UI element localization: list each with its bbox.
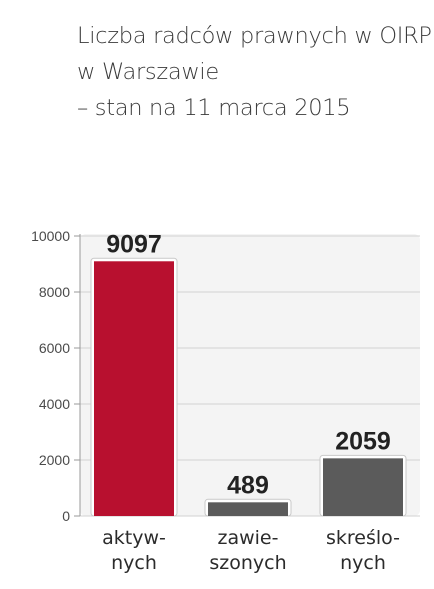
bar-value-label: 9097 (106, 230, 162, 258)
x-axis-category-label: nych (340, 552, 386, 574)
y-axis-tick-label: 4000 (39, 396, 70, 412)
x-axis-category-label: aktyw- (102, 527, 166, 549)
y-axis-tick-label: 0 (62, 508, 70, 524)
y-axis-tick-label: 8000 (39, 284, 70, 300)
bar (323, 458, 403, 516)
x-axis-category-label: szonych (209, 552, 286, 574)
y-axis-tick-label: 2000 (39, 452, 70, 468)
chart-title-line-3: – stan na 11 marca 2015 (77, 95, 351, 121)
x-axis-category-label: nych (111, 552, 157, 574)
chart-title-line-2: w Warszawie (77, 59, 219, 85)
y-axis-tick-label: 10000 (31, 228, 70, 244)
bar (208, 502, 288, 516)
chart-title: Liczba radców prawnych w OIRP w Warszawi… (77, 18, 432, 126)
chart-title-line-1: Liczba radców prawnych w OIRP (77, 23, 432, 49)
bar-value-label: 489 (227, 471, 269, 499)
bar-value-label: 2059 (335, 427, 391, 455)
bar (94, 261, 174, 516)
x-axis-category-label: zawie- (218, 527, 279, 549)
y-axis-tick-label: 6000 (39, 340, 70, 356)
x-axis-category-label: skreślo- (326, 527, 400, 549)
